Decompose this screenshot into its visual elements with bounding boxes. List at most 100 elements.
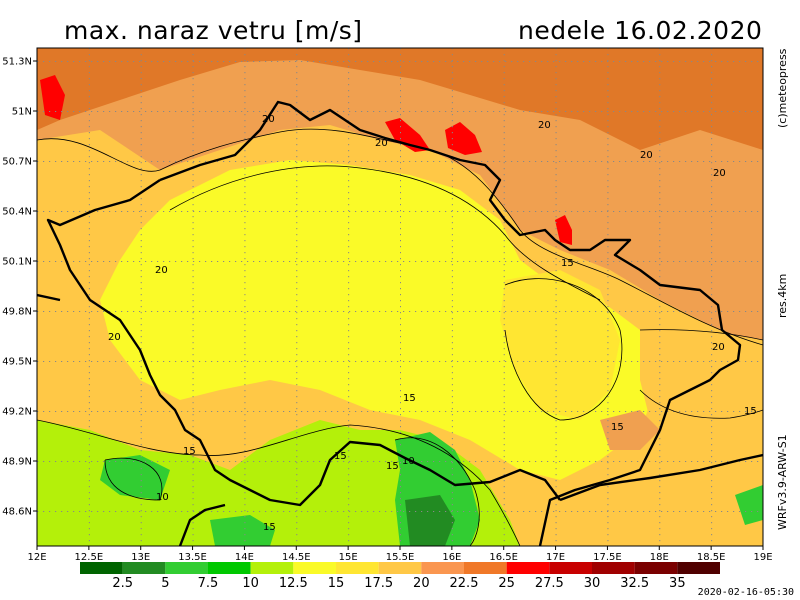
grid-dot <box>325 61 327 62</box>
grid-dot <box>503 264 505 266</box>
grid-dot <box>43 261 45 262</box>
grid-dot <box>140 408 142 410</box>
grid-dot <box>301 361 303 362</box>
grid-dot <box>192 210 194 212</box>
grid-dot <box>421 261 423 262</box>
grid-dot <box>673 261 675 262</box>
grid-dot <box>511 461 513 462</box>
grid-dot <box>409 311 411 312</box>
grid-dot <box>607 372 609 374</box>
grid-dot <box>313 311 315 312</box>
grid-dot <box>659 216 661 218</box>
grid-dot <box>247 511 249 512</box>
grid-dot <box>457 261 459 262</box>
grid-dot <box>385 111 387 112</box>
grid-dot <box>659 198 661 200</box>
grid-dot <box>319 311 321 312</box>
grid-dot <box>535 61 537 62</box>
grid-dot <box>607 348 609 350</box>
grid-dot <box>337 461 339 462</box>
grid-dot <box>337 261 339 262</box>
grid-dot <box>343 411 345 412</box>
grid-dot <box>451 420 453 422</box>
grid-dot <box>373 261 375 262</box>
grid-dot <box>451 211 453 212</box>
grid-dot <box>211 361 213 362</box>
grid-dot <box>103 111 105 112</box>
grid-dot <box>88 522 90 524</box>
grid-dot <box>523 461 525 462</box>
grid-dot <box>88 294 90 296</box>
grid-dot <box>400 138 401 140</box>
grid-dot <box>451 372 453 374</box>
grid-dot <box>711 438 713 440</box>
grid-dot <box>659 48 661 50</box>
grid-dot <box>659 156 661 158</box>
grid-dot <box>296 180 298 182</box>
grid-dot <box>88 540 90 542</box>
grid-dot <box>192 390 194 392</box>
grid-dot <box>503 210 505 212</box>
grid-dot <box>271 411 273 412</box>
grid-dot <box>61 61 63 62</box>
grid-dot <box>88 180 90 182</box>
grid-dot <box>193 361 195 362</box>
grid-dot <box>451 450 453 452</box>
grid-dot <box>503 528 505 530</box>
grid-dot <box>319 511 321 512</box>
grid-dot <box>348 240 350 242</box>
grid-dot <box>607 420 609 422</box>
grid-dot <box>88 60 90 62</box>
grid-dot <box>361 111 363 112</box>
grid-dot <box>457 211 459 212</box>
grid-dot <box>555 480 557 482</box>
grid-dot <box>157 111 159 112</box>
grid-dot <box>103 361 105 362</box>
grid-dot <box>463 361 465 362</box>
grid-dot <box>244 336 246 338</box>
grid-dot <box>655 461 657 462</box>
grid-dot <box>307 411 309 412</box>
grid-dot <box>127 511 129 512</box>
grid-dot <box>400 60 401 62</box>
grid-dot <box>140 276 142 278</box>
grid-dot <box>601 161 603 162</box>
lon-label: 13.5E <box>178 552 207 563</box>
contour-label: 20 <box>155 265 168 276</box>
grid-dot <box>140 72 142 74</box>
grid-dot <box>391 211 393 212</box>
grid-dot <box>400 192 401 194</box>
grid-dot <box>451 324 453 326</box>
map-date: nedele 16.02.2020 <box>518 16 763 45</box>
grid-dot <box>296 156 298 158</box>
grid-dot <box>192 240 194 242</box>
grid-dot <box>37 411 39 412</box>
grid-dot <box>244 270 246 272</box>
grid-dot <box>115 211 117 212</box>
grid-dot <box>503 288 505 290</box>
grid-dot <box>37 361 39 362</box>
grid-dot <box>140 306 142 308</box>
grid-dot <box>61 161 63 162</box>
grid-dot <box>607 60 609 62</box>
grid-dot <box>607 264 609 266</box>
grid-dot <box>296 378 298 380</box>
grid-dot <box>427 61 429 62</box>
grid-dot <box>709 161 711 162</box>
grid-dot <box>133 511 135 512</box>
grid-dot <box>88 48 90 50</box>
grid-dot <box>607 522 609 524</box>
grid-dot <box>451 330 453 332</box>
grid-dot <box>277 161 279 162</box>
grid-dot <box>493 261 495 262</box>
grid-dot <box>659 372 661 374</box>
grid-dot <box>349 261 351 262</box>
grid-dot <box>127 211 129 212</box>
grid-dot <box>711 186 713 188</box>
grid-dot <box>697 161 699 162</box>
grid-dot <box>88 336 90 338</box>
grid-dot <box>192 348 194 350</box>
grid-dot <box>211 511 213 512</box>
grid-dot <box>348 396 350 398</box>
grid-dot <box>91 411 93 412</box>
